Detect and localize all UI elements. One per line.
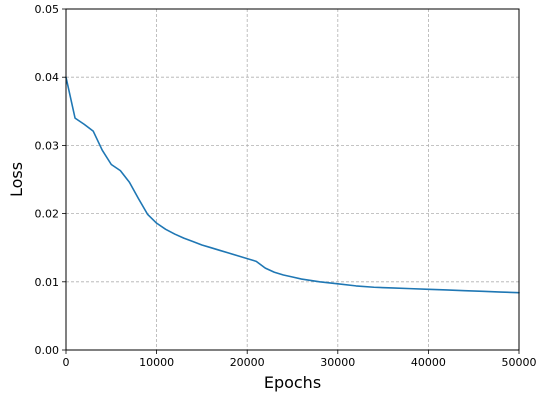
y-tick-label: 0.04	[35, 71, 60, 84]
x-tick-label: 40000	[411, 356, 446, 369]
x-axis-title: Epochs	[264, 373, 321, 392]
x-tick-label: 20000	[230, 356, 265, 369]
y-tick-label: 0.00	[35, 344, 60, 357]
x-tick-label: 10000	[139, 356, 174, 369]
plot-frame	[65, 8, 520, 351]
x-tick-label: 0	[63, 356, 70, 369]
grid	[66, 9, 519, 350]
y-tick-label: 0.05	[35, 3, 60, 16]
y-tick-label: 0.02	[35, 208, 60, 221]
x-tick-label: 30000	[320, 356, 355, 369]
y-tick-label: 0.01	[35, 276, 60, 289]
axis-ticks: 0 10000 20000 30000 40000 50000 0.00 0.01 0.02 0.…	[35, 3, 537, 369]
y-axis-title: Loss	[7, 162, 26, 197]
series-layer	[65, 76, 520, 294]
loss-series-line	[65, 76, 520, 294]
y-tick-label: 0.03	[35, 139, 60, 152]
x-tick-label: 50000	[502, 356, 537, 369]
